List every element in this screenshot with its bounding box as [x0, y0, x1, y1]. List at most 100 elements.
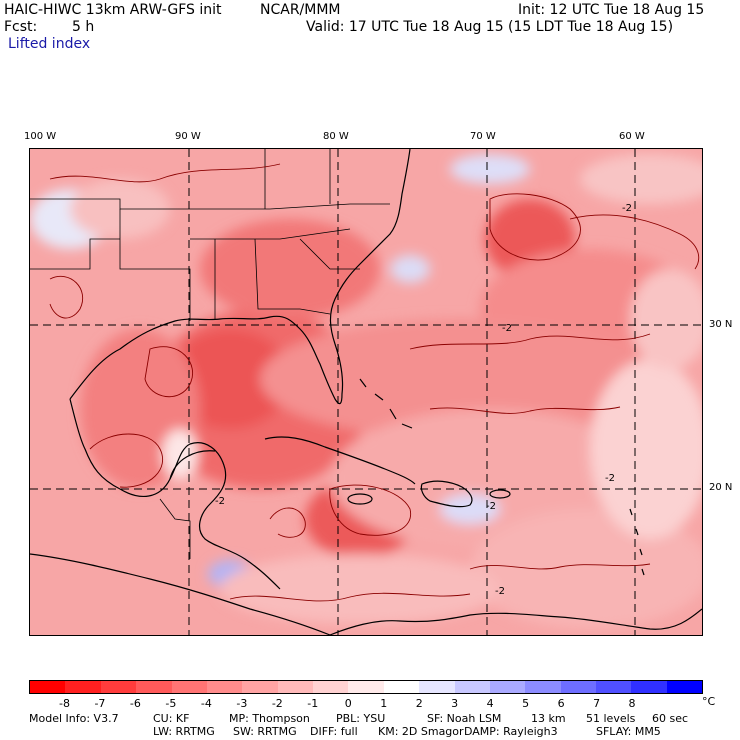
- lat-label-20n: 20 N: [709, 482, 733, 493]
- colorbar-tick-label: -6: [129, 697, 141, 710]
- lon-label-90w: 90 W: [175, 131, 201, 142]
- model-info-item: Model Info: V3.7: [29, 712, 119, 725]
- contour-label: -2: [495, 586, 505, 597]
- colorbar-swatch: [489, 681, 526, 693]
- contour-label: -2: [502, 323, 512, 334]
- model-info-item: SFLAY: MM5: [596, 725, 661, 738]
- lifted-index-map: -2 -2 -2 -2 -2 -2: [30, 149, 702, 635]
- init-time: Init: 12 UTC Tue 18 Aug 15: [518, 2, 705, 18]
- colorbar-tick-label: 5: [522, 697, 530, 710]
- model-info-item: 13 km: [531, 712, 566, 725]
- colorbar-swatch: [348, 681, 384, 693]
- border-row-2: [190, 228, 351, 240]
- south-america-coast: [329, 608, 702, 635]
- contour-label: -2: [605, 473, 615, 484]
- colorbar-tick-label: 0: [344, 697, 352, 710]
- border-north: [264, 149, 331, 209]
- colorbar-swatch: [560, 681, 596, 693]
- contour-line: [269, 507, 306, 538]
- contour-line: [569, 214, 700, 270]
- colorbar-swatch: [419, 681, 455, 693]
- us-coastline: [69, 149, 411, 405]
- mexico-coastline: [69, 398, 281, 590]
- jamaica-coast: [347, 493, 373, 505]
- model-info-item: DIFF: full: [310, 725, 358, 738]
- colorbar-swatch: [65, 681, 101, 693]
- contours: [49, 163, 700, 602]
- model-info-item: 51 levels: [586, 712, 636, 725]
- model-info-item: KM: 2D Smagor: [378, 725, 464, 738]
- model-title: HAIC-HIWC 13km ARW-GFS init: [4, 2, 222, 18]
- colorbar-tick-label: -3: [236, 697, 248, 710]
- contour-line: [229, 592, 471, 602]
- forecast-hour: 5 h: [72, 19, 95, 35]
- lesser-antilles: [629, 508, 645, 576]
- model-info-item: SW: RRTMG: [233, 725, 297, 738]
- colorbar-tick-label: -5: [165, 697, 177, 710]
- valid-time: Valid: 17 UTC Tue 18 Aug 15 (15 LDT Tue …: [306, 19, 674, 35]
- contour-line: [89, 433, 163, 488]
- colorbar-swatch: [454, 681, 490, 693]
- contour-label: -2: [622, 203, 632, 214]
- border-row-1: [30, 198, 390, 210]
- contour-line: [49, 275, 84, 319]
- coastlines: [30, 149, 702, 635]
- colorbar-swatch: [631, 681, 667, 693]
- lon-label-100w: 100 W: [24, 131, 57, 142]
- graticule: [30, 149, 702, 635]
- contour-line: [329, 484, 412, 536]
- contour-line: [489, 193, 581, 261]
- colorbar-swatch: [666, 681, 703, 693]
- model-info-item: MP: Thompson: [229, 712, 310, 725]
- contour-line: [469, 563, 651, 570]
- colorbar-swatch: [277, 681, 313, 693]
- border-west: [30, 238, 120, 270]
- colorbar: [29, 680, 703, 694]
- colorbar-tick-label: 3: [451, 697, 459, 710]
- colorbar-tick-label: 4: [486, 697, 494, 710]
- model-info-item: CU: KF: [153, 712, 190, 725]
- lon-label-70w: 70 W: [470, 131, 496, 142]
- political-borders: [30, 149, 390, 559]
- colorbar-swatch: [242, 681, 278, 693]
- border-mexico-guatemala: [159, 498, 191, 559]
- map-panel: -2 -2 -2 -2 -2 -2: [29, 148, 703, 636]
- colorbar-tick-label: 7: [593, 697, 601, 710]
- colorbar-tick-label: -2: [271, 697, 283, 710]
- model-info-item: PBL: YSU: [336, 712, 386, 725]
- colorbar-swatch: [30, 681, 66, 693]
- lon-label-80w: 80 W: [323, 131, 349, 142]
- colorbar-swatch: [206, 681, 243, 693]
- bahamas: [359, 378, 413, 429]
- border-ms-al-ga: [214, 238, 331, 319]
- contour-line: [49, 163, 281, 183]
- model-info-item: DAMP: Rayleigh3: [464, 725, 558, 738]
- puerto-rico-coast: [489, 489, 511, 499]
- org-label: NCAR/MMM: [260, 2, 341, 18]
- contour-line: [144, 346, 194, 398]
- colorbar-tick-label: -4: [200, 697, 212, 710]
- central-america-coast: [30, 553, 331, 635]
- forecast-label: Fcst:: [4, 19, 38, 35]
- model-info-item: SF: Noah LSM: [427, 712, 502, 725]
- colorbar-swatch: [313, 681, 349, 693]
- cuba-coast: [264, 436, 416, 485]
- colorbar-tick-label: 1: [380, 697, 388, 710]
- contour-label-group: -2 -2 -2 -2 -2 -2: [215, 203, 632, 597]
- lat-label-30n: 30 N: [709, 319, 733, 330]
- contour-label: -2: [215, 496, 225, 507]
- colorbar-tick-label: 2: [415, 697, 423, 710]
- colorbar-tick-label: -8: [58, 697, 70, 710]
- contour-line: [409, 333, 651, 350]
- colorbar-swatch: [383, 681, 420, 693]
- colorbar-swatch: [525, 681, 561, 693]
- yucatan-coast: [169, 450, 216, 480]
- hispaniola-coast: [420, 480, 473, 508]
- model-info-item: 60 sec: [652, 712, 689, 725]
- field-name: Lifted index: [8, 36, 91, 52]
- colorbar-tick-label: -1: [307, 697, 319, 710]
- colorbar-tick-label: -7: [94, 697, 106, 710]
- colorbar-swatch: [136, 681, 172, 693]
- border-carolinas: [299, 238, 360, 270]
- lon-label-60w: 60 W: [619, 131, 645, 142]
